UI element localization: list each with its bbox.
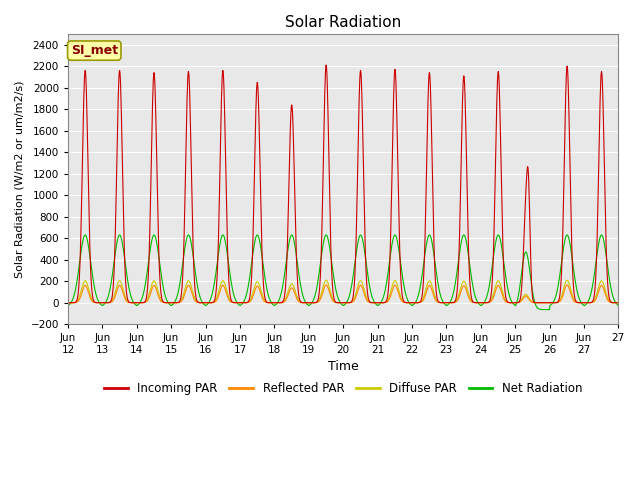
Legend: Incoming PAR, Reflected PAR, Diffuse PAR, Net Radiation: Incoming PAR, Reflected PAR, Diffuse PAR…	[99, 377, 587, 399]
Y-axis label: Solar Radiation (W/m2 or um/m2/s): Solar Radiation (W/m2 or um/m2/s)	[15, 80, 25, 278]
Title: Solar Radiation: Solar Radiation	[285, 15, 401, 30]
X-axis label: Time: Time	[328, 360, 358, 373]
Text: SI_met: SI_met	[70, 44, 118, 57]
